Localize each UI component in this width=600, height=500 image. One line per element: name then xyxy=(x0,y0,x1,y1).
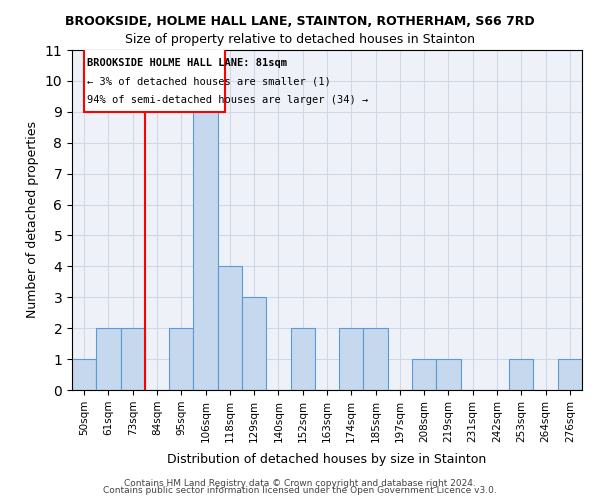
Bar xyxy=(169,328,193,390)
Text: Size of property relative to detached houses in Stainton: Size of property relative to detached ho… xyxy=(125,32,475,46)
Bar xyxy=(218,266,242,390)
Bar xyxy=(339,328,364,390)
Text: Contains HM Land Registry data © Crown copyright and database right 2024.: Contains HM Land Registry data © Crown c… xyxy=(124,478,476,488)
Bar xyxy=(436,359,461,390)
Bar xyxy=(96,328,121,390)
Bar xyxy=(193,112,218,390)
Text: ← 3% of detached houses are smaller (1): ← 3% of detached houses are smaller (1) xyxy=(86,76,331,86)
FancyBboxPatch shape xyxy=(84,47,225,112)
Bar xyxy=(412,359,436,390)
Text: 94% of semi-detached houses are larger (34) →: 94% of semi-detached houses are larger (… xyxy=(86,95,368,105)
Text: BROOKSIDE HOLME HALL LANE: 81sqm: BROOKSIDE HOLME HALL LANE: 81sqm xyxy=(86,58,287,68)
Bar xyxy=(364,328,388,390)
Bar xyxy=(558,359,582,390)
Y-axis label: Number of detached properties: Number of detached properties xyxy=(26,122,39,318)
Bar xyxy=(121,328,145,390)
Bar xyxy=(72,359,96,390)
Bar xyxy=(290,328,315,390)
Bar xyxy=(509,359,533,390)
Text: BROOKSIDE, HOLME HALL LANE, STAINTON, ROTHERHAM, S66 7RD: BROOKSIDE, HOLME HALL LANE, STAINTON, RO… xyxy=(65,15,535,28)
Text: Contains public sector information licensed under the Open Government Licence v3: Contains public sector information licen… xyxy=(103,486,497,495)
X-axis label: Distribution of detached houses by size in Stainton: Distribution of detached houses by size … xyxy=(167,453,487,466)
Bar xyxy=(242,298,266,390)
